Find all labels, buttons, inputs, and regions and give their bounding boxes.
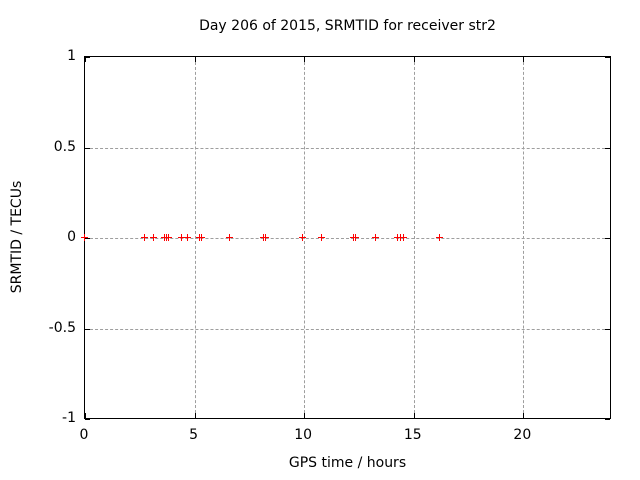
y-tick-label: -0.5 (48, 319, 76, 336)
x-tick-label: 15 (403, 427, 422, 443)
data-point-marker (436, 234, 443, 241)
x-gridline (413, 57, 415, 418)
y-gridline (85, 328, 610, 330)
data-point-marker (400, 234, 407, 241)
data-point-marker (178, 234, 185, 241)
y-tick-mark (85, 57, 90, 58)
data-point-marker (165, 234, 172, 241)
x-tick-mark (523, 413, 525, 418)
data-point-marker (184, 234, 191, 241)
x-gridline (194, 57, 196, 418)
data-point-marker (299, 234, 306, 241)
x-tick-mark (413, 57, 415, 62)
data-point-marker (150, 234, 157, 241)
x-tick-mark (85, 413, 86, 418)
y-tick-mark (605, 238, 610, 239)
y-gridline (85, 238, 610, 239)
y-tick-mark (85, 147, 90, 149)
y-gridline (85, 147, 610, 149)
x-tick-mark (194, 413, 196, 418)
x-tick-label: 5 (189, 427, 199, 443)
x-tick-mark (413, 413, 415, 418)
x-tick-label: 20 (513, 427, 532, 443)
y-tick-label: 1 (67, 48, 76, 64)
y-tick-mark (605, 57, 610, 58)
y-tick-mark (85, 419, 90, 420)
x-tick-label: 10 (294, 427, 313, 443)
y-tick-mark (605, 147, 610, 149)
y-tick-label: -1 (62, 410, 76, 426)
y-tick-mark (85, 238, 90, 239)
y-tick-mark (85, 328, 90, 330)
x-gridline (523, 57, 525, 418)
y-tick-mark (605, 328, 610, 330)
x-tick-mark (304, 413, 306, 418)
x-tick-label: 0 (79, 427, 89, 443)
data-point-marker (352, 234, 359, 241)
x-axis-label: GPS time / hours (288, 455, 407, 471)
y-tick-mark (605, 419, 610, 420)
data-point-marker (198, 234, 205, 241)
y-tick-label: 0 (67, 229, 76, 245)
chart-title: Day 206 of 2015, SRMTID for receiver str… (199, 18, 496, 34)
x-tick-mark (523, 57, 525, 62)
data-point-marker (81, 234, 88, 241)
x-tick-mark (85, 57, 86, 62)
data-point-marker (318, 234, 325, 241)
data-point-marker (262, 234, 269, 241)
x-tick-mark (194, 57, 196, 62)
data-point-marker (226, 234, 233, 241)
data-point-marker (372, 234, 379, 241)
data-point-marker (141, 234, 148, 241)
y-tick-label: 0.5 (53, 138, 76, 155)
x-tick-mark (304, 57, 306, 62)
